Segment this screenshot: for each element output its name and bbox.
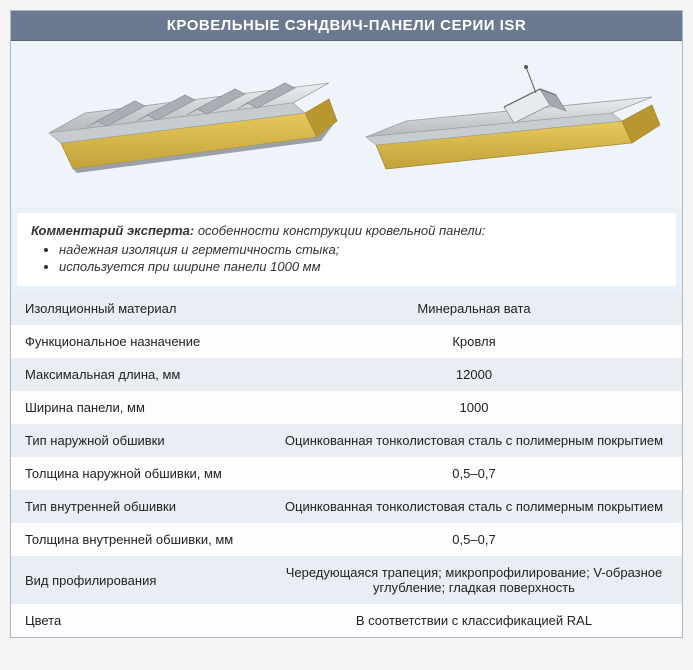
infographic-container: КРОВЕЛЬНЫЕ СЭНДВИЧ-ПАНЕЛИ СЕРИИ ISR xyxy=(10,10,683,638)
table-row: Толщина внутренней обшивки, мм0,5–0,7 xyxy=(11,523,682,556)
spec-value: Оцинкованная тонколистовая сталь с полим… xyxy=(266,490,682,523)
comment-label: Комментарий эксперта: xyxy=(31,223,194,238)
table-row: Вид профилированияЧередующаяся трапеция;… xyxy=(11,556,682,604)
comment-bullet: используется при ширине панели 1000 мм xyxy=(59,259,662,274)
spec-param: Максимальная длина, мм xyxy=(11,358,266,391)
single-ridge-panel-icon xyxy=(354,59,664,189)
spec-param: Тип внутренней обшивки xyxy=(11,490,266,523)
expert-comment: Комментарий эксперта: особенности констр… xyxy=(17,213,676,286)
panel-images-row xyxy=(11,41,682,207)
spec-param: Толщина наружной обшивки, мм xyxy=(11,457,266,490)
spec-param: Толщина внутренней обшивки, мм xyxy=(11,523,266,556)
spec-value: 0,5–0,7 xyxy=(266,523,682,556)
spec-param: Вид профилирования xyxy=(11,556,266,604)
table-row: Тип внутренней обшивкиОцинкованная тонко… xyxy=(11,490,682,523)
table-row: ЦветаВ соответствии с классификацией RAL xyxy=(11,604,682,637)
spec-param: Функциональное назначение xyxy=(11,325,266,358)
comment-bullet: надежная изоляция и герметичность стыка; xyxy=(59,242,662,257)
comment-intro: особенности конструкции кровельной панел… xyxy=(194,223,485,238)
spec-param: Цвета xyxy=(11,604,266,637)
table-row: Тип наружной обшивкиОцинкованная тонколи… xyxy=(11,424,682,457)
spec-param: Ширина панели, мм xyxy=(11,391,266,424)
spec-value: 0,5–0,7 xyxy=(266,457,682,490)
table-row: Максимальная длина, мм12000 xyxy=(11,358,682,391)
page-title: КРОВЕЛЬНЫЕ СЭНДВИЧ-ПАНЕЛИ СЕРИИ ISR xyxy=(11,11,682,41)
spec-param: Тип наружной обшивки xyxy=(11,424,266,457)
spec-value: Кровля xyxy=(266,325,682,358)
table-row: Изоляционный материалМинеральная вата xyxy=(11,292,682,325)
spec-value: Чередующаяся трапеция; микропрофилирован… xyxy=(266,556,682,604)
spec-table: Изоляционный материалМинеральная ватаФун… xyxy=(11,292,682,637)
spec-value: Минеральная вата xyxy=(266,292,682,325)
spec-value: 12000 xyxy=(266,358,682,391)
spec-value: Оцинкованная тонколистовая сталь с полим… xyxy=(266,424,682,457)
table-row: Функциональное назначениеКровля xyxy=(11,325,682,358)
table-row: Ширина панели, мм1000 xyxy=(11,391,682,424)
spec-param: Изоляционный материал xyxy=(11,292,266,325)
multi-ridge-panel-icon xyxy=(29,59,339,189)
spec-value: В соответствии с классификацией RAL xyxy=(266,604,682,637)
spec-value: 1000 xyxy=(266,391,682,424)
table-row: Толщина наружной обшивки, мм0,5–0,7 xyxy=(11,457,682,490)
comment-bullets: надежная изоляция и герметичность стыка;… xyxy=(59,242,662,274)
